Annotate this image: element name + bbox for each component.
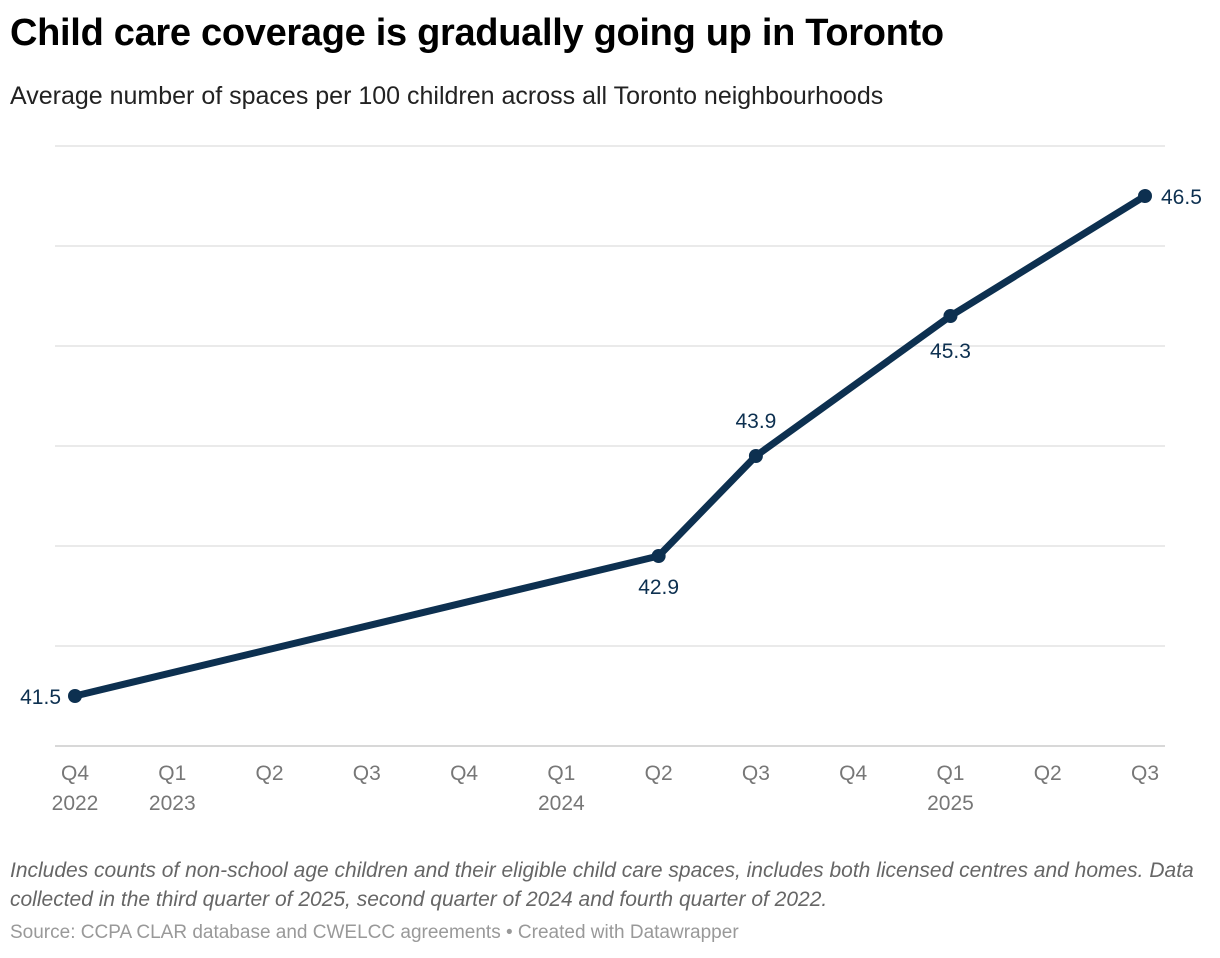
data-point	[68, 689, 82, 703]
x-tick-label: Q2	[645, 762, 673, 785]
x-tick-label: Q1	[547, 762, 575, 785]
chart-notes: Includes counts of non-school age childr…	[10, 859, 1194, 911]
data-point	[1138, 189, 1152, 203]
x-tick-label-year: 2025	[927, 792, 974, 815]
x-tick-label: Q3	[353, 762, 381, 785]
data-label: 41.5	[20, 686, 61, 709]
x-tick-label-year: 2023	[149, 792, 196, 815]
x-tick-label: Q4	[61, 762, 89, 785]
x-tick-label: Q1	[936, 762, 964, 785]
chart-title: Child care coverage is gradually going u…	[10, 12, 944, 54]
x-tick-label: Q2	[256, 762, 284, 785]
data-point	[943, 309, 958, 323]
x-tick-label-year: 2024	[538, 792, 585, 815]
data-point	[651, 549, 666, 563]
data-point	[748, 449, 763, 463]
data-label: 45.3	[930, 340, 971, 363]
chart-source: Source: CCPA CLAR database and CWELCC ag…	[10, 922, 739, 943]
x-tick-label: Q1	[158, 762, 186, 785]
data-label: 46.5	[1161, 186, 1202, 209]
data-label: 43.9	[735, 410, 776, 433]
chart-subtitle: Average number of spaces per 100 childre…	[10, 82, 884, 110]
x-tick-label: Q3	[1131, 762, 1159, 785]
x-tick-label: Q4	[450, 762, 478, 785]
x-tick-label-year: 2022	[52, 792, 99, 815]
x-tick-label: Q3	[742, 762, 770, 785]
x-tick-label: Q2	[1034, 762, 1062, 785]
data-label: 42.9	[638, 576, 679, 599]
x-tick-label: Q4	[839, 762, 867, 785]
